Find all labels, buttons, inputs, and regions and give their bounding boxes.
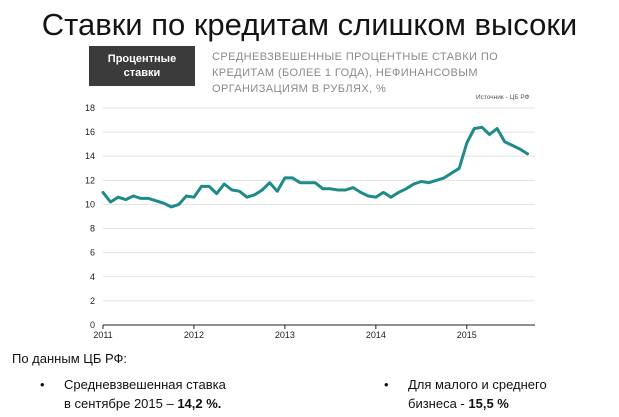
bullet-dot: • [384, 377, 389, 392]
y-tick-label: 14 [85, 151, 95, 161]
x-tick-label: 2013 [275, 330, 295, 340]
y-tick-label: 16 [85, 127, 95, 137]
chart-badge: Процентные ставки [89, 46, 195, 86]
y-tick-label: 18 [85, 103, 95, 113]
series-layer [101, 125, 529, 209]
chart-title: СРЕДНЕВЗВЕШЕННЫЕ ПРОЦЕНТНЫЕ СТАВКИ ПО КР… [212, 51, 499, 95]
bullet-value: 14,2 %. [177, 396, 222, 411]
bullet-line-2-prefix: в сентябре 2015 – [64, 396, 178, 411]
bullet-line-1: Средневзвешенная ставка [64, 377, 226, 392]
source-note: Источник - ЦБ РФ [476, 94, 530, 101]
y-tick-label: 8 [90, 224, 95, 234]
bullet-dot: • [40, 377, 45, 392]
y-tick-label: 2 [90, 296, 95, 306]
bullet-line-2: бизнеса - 15,5 % [408, 394, 547, 413]
y-tick-label: 6 [90, 248, 95, 258]
tick-labels: 0 2 4 6 8 10 12 14 16 18 2011 2012 2013 2014 2015 [85, 103, 477, 340]
y-tick-label: 4 [90, 272, 95, 282]
axes [102, 324, 535, 329]
y-tick-label: 12 [85, 175, 95, 185]
y-tick-label: 10 [85, 199, 95, 209]
bullet-text: Средневзвешенная ставка в сентябре 2015 … [64, 375, 226, 413]
bullet-line-2-prefix: бизнеса - [408, 396, 469, 411]
rate-series-line [101, 125, 529, 209]
x-tick-label: 2014 [366, 330, 386, 340]
grid-lines [103, 107, 535, 302]
x-tick-label: 2015 [457, 330, 477, 340]
slide-title: Ставки по кредитам слишком высоки [41, 7, 578, 42]
caption: По данным ЦБ РФ: [12, 351, 128, 366]
bullet-line-1: Для малого и среднего [408, 377, 547, 392]
bullet-text: Для малого и среднего бизнеса - 15,5 % [408, 375, 547, 413]
bullet-line-2: в сентябре 2015 – 14,2 %. [64, 394, 226, 413]
y-tick-label: 0 [90, 320, 95, 330]
bullet-value: 15,5 % [468, 396, 509, 411]
x-tick-label: 2012 [184, 330, 204, 340]
x-tick-label: 2011 [93, 330, 112, 340]
